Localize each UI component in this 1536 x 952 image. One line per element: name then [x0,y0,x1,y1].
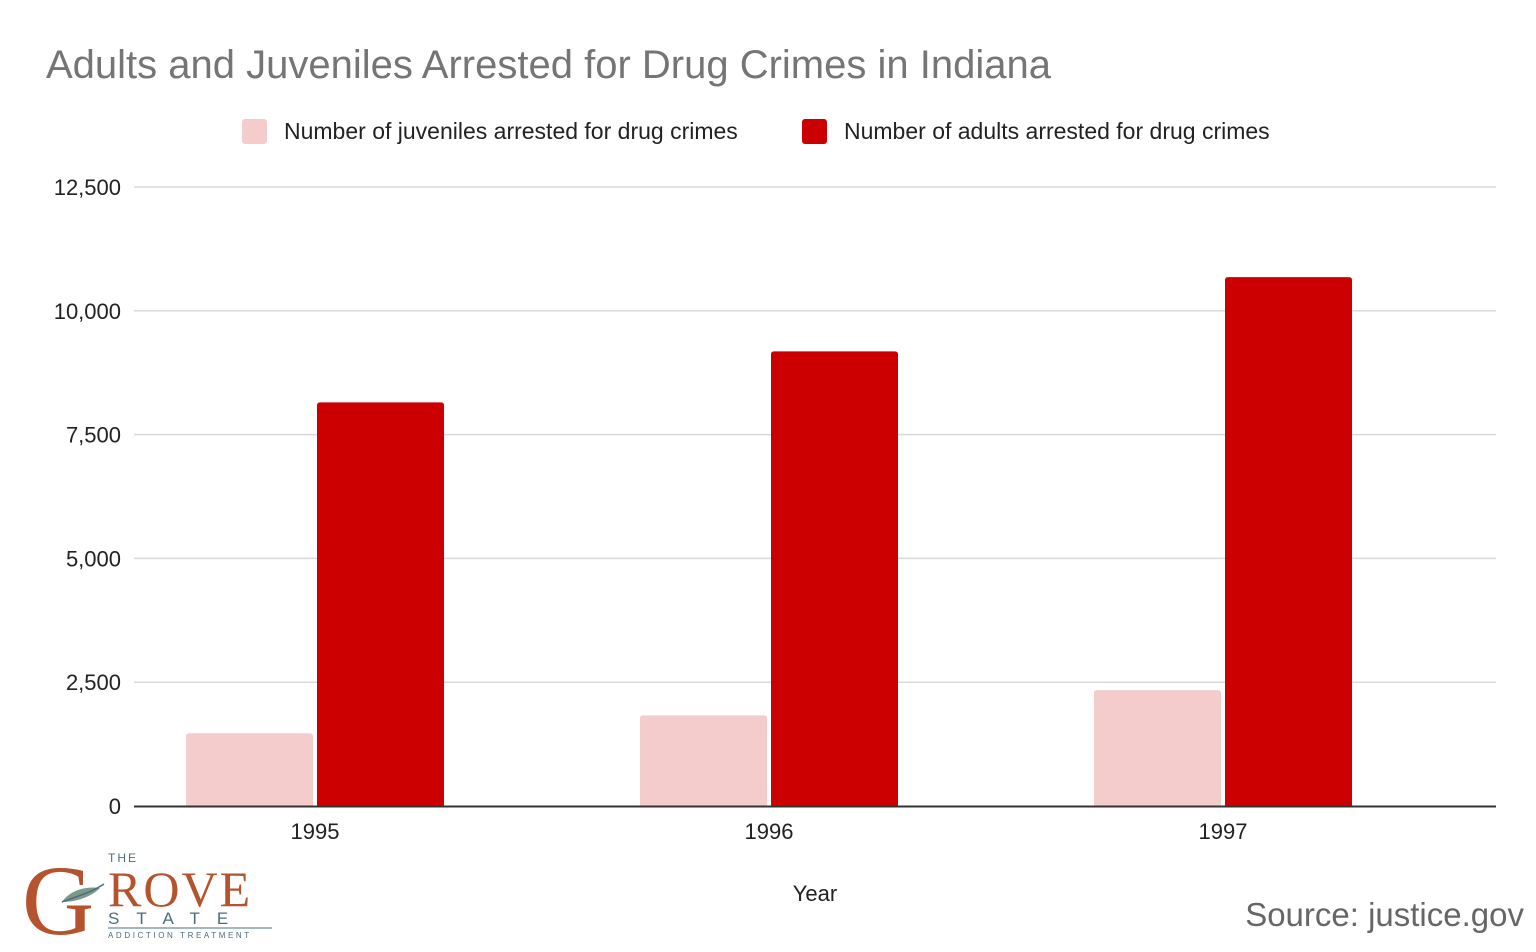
logo-the-text: THE [108,851,138,865]
bar-juveniles-1996 [640,715,767,806]
legend-label-juveniles: Number of juveniles arrested for drug cr… [284,118,738,144]
y-tick-label: 5,000 [66,546,121,571]
logo-tagline: ADDICTION TREATMENT [108,931,252,940]
x-tick-label: 1996 [745,819,794,844]
y-axis-ticks: 0 2,500 5,000 7,500 10,000 12,500 [54,175,121,819]
legend-swatch-juveniles [242,119,267,144]
y-tick-label: 7,500 [66,423,121,448]
bar-adults-1996 [771,351,898,806]
y-tick-label: 12,500 [54,175,121,200]
legend: Number of juveniles arrested for drug cr… [242,118,1270,144]
legend-swatch-adults [802,119,827,144]
bars [186,277,1352,806]
x-axis-title: Year [793,881,837,906]
bar-juveniles-1995 [186,733,313,806]
bar-juveniles-1997 [1094,690,1221,806]
y-tick-label: 0 [109,794,121,819]
chart-title: Adults and Juveniles Arrested for Drug C… [46,43,1052,87]
x-tick-label: 1997 [1199,819,1248,844]
leaf-stem-icon [61,883,105,903]
logo-estate-text: STATE [108,909,245,928]
x-tick-label: 1995 [291,819,340,844]
bar-adults-1995 [317,402,444,806]
bar-adults-1997 [1225,277,1352,806]
source-note: Source: justice.gov [1245,896,1524,933]
legend-label-adults: Number of adults arrested for drug crime… [844,118,1270,144]
grove-estate-logo: THE G ROVE STATE ADDICTION TREATMENT [22,845,272,952]
logo-g-letter: G [22,845,94,952]
y-tick-label: 2,500 [66,670,121,695]
logo-rove-text: ROVE [108,861,252,917]
y-tick-label: 10,000 [54,299,121,324]
x-axis-ticks: 1995 1996 1997 [291,819,1248,844]
